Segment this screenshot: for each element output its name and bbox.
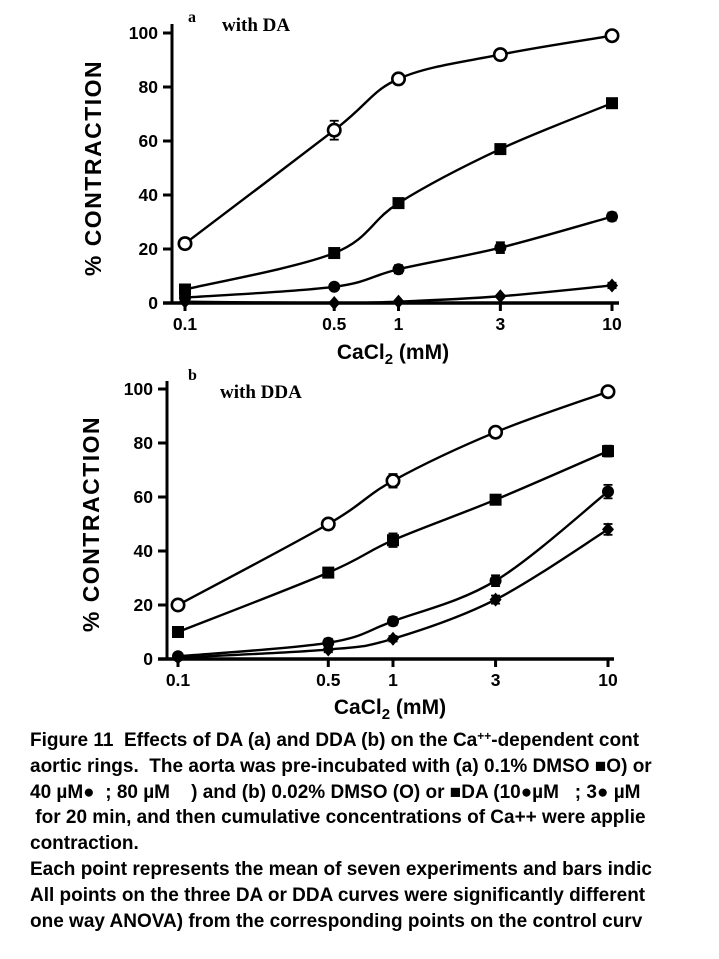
panel-title: with DDA	[220, 382, 302, 403]
marker-filled-diamond-icon	[322, 642, 335, 657]
caption-text: for 20 min, and then cumulative concentr…	[30, 807, 646, 829]
y-tick-label: 80	[139, 77, 159, 97]
marker-filled-square-icon	[494, 143, 507, 156]
x-axis-title: CaCl2 (mM)	[337, 341, 449, 368]
marker-filled-circle-icon	[328, 280, 341, 293]
panel-letter: b	[188, 367, 197, 384]
marker-open-circle-icon	[488, 424, 504, 440]
marker-filled-diamond-icon	[489, 592, 502, 607]
series-open-circle	[177, 28, 620, 252]
marker-filled-diamond-icon	[392, 294, 405, 309]
marker-filled-square-icon	[602, 445, 614, 458]
marker-filled-circle-icon	[606, 210, 618, 223]
caption-line: for 20 min, and then cumulative concentr…	[30, 805, 719, 831]
chart-panel-a: 0 20 40 60 80 100 0.1 0.5 1 3 10 a with DA CaCl2 (mM)…	[80, 9, 622, 368]
x-tick-label: 10	[598, 670, 618, 690]
y-tick-label: 40	[134, 541, 154, 561]
marker-open-circle-icon	[604, 28, 620, 44]
y-tick-label: 60	[134, 487, 154, 507]
series-filled-square	[172, 444, 614, 638]
caption-line: one way ANOVA) from the corresponding po…	[30, 909, 719, 935]
caption-text: contraction.	[30, 833, 139, 855]
caption-text: aortic rings. The aorta was pre-incubate…	[30, 755, 652, 777]
marker-open-circle-icon	[390, 71, 406, 87]
marker-open-circle-icon	[177, 236, 193, 252]
caption-text: Each point represents the mean of seven …	[30, 858, 652, 880]
marker-open-circle-icon	[492, 47, 508, 63]
panel-title: with DA	[222, 15, 290, 36]
marker-open-circle-icon	[320, 516, 336, 532]
y-tick-label: 20	[139, 239, 159, 259]
x-tick-label: 3	[491, 670, 501, 690]
marker-filled-diamond-icon	[328, 296, 341, 310]
caption-text: All points on the three DA or DDA curves…	[30, 884, 646, 906]
marker-filled-square-icon	[606, 97, 618, 110]
marker-filled-circle-icon	[602, 485, 614, 498]
caption-line: Figure 11 Effects of DA (a) and DDA (b) …	[30, 724, 719, 754]
marker-filled-circle-icon	[489, 574, 502, 587]
x-tick-label: 0.5	[322, 314, 347, 334]
caption-text: 40 µM● ; 80 µM ) and (b) 0.02% DMSO (O) …	[30, 781, 641, 803]
marker-filled-square-icon	[489, 493, 502, 506]
marker-open-circle-icon	[326, 122, 342, 138]
x-tick-label: 1	[394, 314, 404, 334]
series-filled-diamond	[179, 278, 618, 310]
panel-letter: a	[188, 9, 196, 26]
caption-line: Each point represents the mean of seven …	[30, 857, 719, 883]
y-axis-title: % CONTRACTION	[78, 416, 104, 632]
y-tick-label: 100	[129, 23, 158, 43]
x-tick-label: 1	[388, 670, 398, 690]
marker-filled-diamond-icon	[387, 631, 399, 646]
caption-line: 40 µM● ; 80 µM ) and (b) 0.02% DMSO (O) …	[30, 780, 719, 806]
marker-filled-square-icon	[328, 247, 341, 260]
x-tick-label: 10	[602, 314, 622, 334]
caption-superscript: ++	[477, 729, 492, 743]
series-filled-diamond	[172, 522, 614, 665]
marker-filled-square-icon	[172, 626, 184, 638]
series-curve	[184, 34, 613, 245]
y-tick-label: 0	[148, 293, 158, 313]
marker-filled-square-icon	[392, 197, 405, 210]
x-tick-label: 3	[495, 314, 505, 334]
caption-text: Figure 11 Effects of DA (a) and DDA (b) …	[30, 730, 478, 751]
series-filled-circle	[179, 210, 618, 304]
y-tick-label: 100	[124, 379, 153, 399]
chart-panel-b: 0 20 40 60 80 100 0.1 0.5 1 3 10 b with DDA CaCl2 (mM…	[78, 367, 618, 723]
y-tick-label: 20	[134, 595, 154, 615]
y-tick-label: 60	[139, 131, 159, 151]
marker-filled-diamond-icon	[172, 650, 184, 665]
marker-filled-square-icon	[322, 566, 335, 579]
series-curve	[177, 490, 609, 658]
marker-open-circle-icon	[600, 384, 616, 400]
x-axis-title: CaCl2 (mM)	[334, 696, 446, 723]
marker-filled-square-icon	[387, 534, 399, 547]
series-curve	[184, 215, 613, 299]
series-open-circle	[170, 384, 616, 613]
caption-text: -dependent cont	[491, 730, 640, 751]
caption-line: contraction.	[30, 831, 719, 857]
caption-line: aortic rings. The aorta was pre-incubate…	[30, 754, 719, 780]
marker-filled-circle-icon	[494, 241, 507, 254]
x-tick-label: 0.1	[173, 314, 198, 334]
marker-filled-diamond-icon	[494, 289, 507, 304]
y-axis-title: % CONTRACTION	[80, 60, 106, 276]
marker-filled-circle-icon	[387, 615, 399, 628]
marker-open-circle-icon	[170, 597, 186, 613]
y-tick-label: 80	[134, 433, 154, 453]
x-tick-label: 0.5	[316, 670, 341, 690]
figure-caption: Figure 11 Effects of DA (a) and DDA (b) …	[0, 724, 719, 934]
marker-filled-diamond-icon	[179, 294, 191, 309]
marker-filled-circle-icon	[392, 263, 405, 276]
y-tick-label: 0	[143, 649, 153, 669]
marker-filled-diamond-icon	[602, 522, 614, 537]
y-tick-label: 40	[139, 185, 159, 205]
x-tick-label: 0.1	[166, 670, 191, 690]
marker-open-circle-icon	[385, 473, 401, 489]
caption-text: one way ANOVA) from the corresponding po…	[30, 910, 643, 932]
series-curve	[177, 390, 609, 607]
marker-filled-diamond-icon	[606, 278, 618, 293]
caption-line: All points on the three DA or DDA curves…	[30, 883, 719, 909]
